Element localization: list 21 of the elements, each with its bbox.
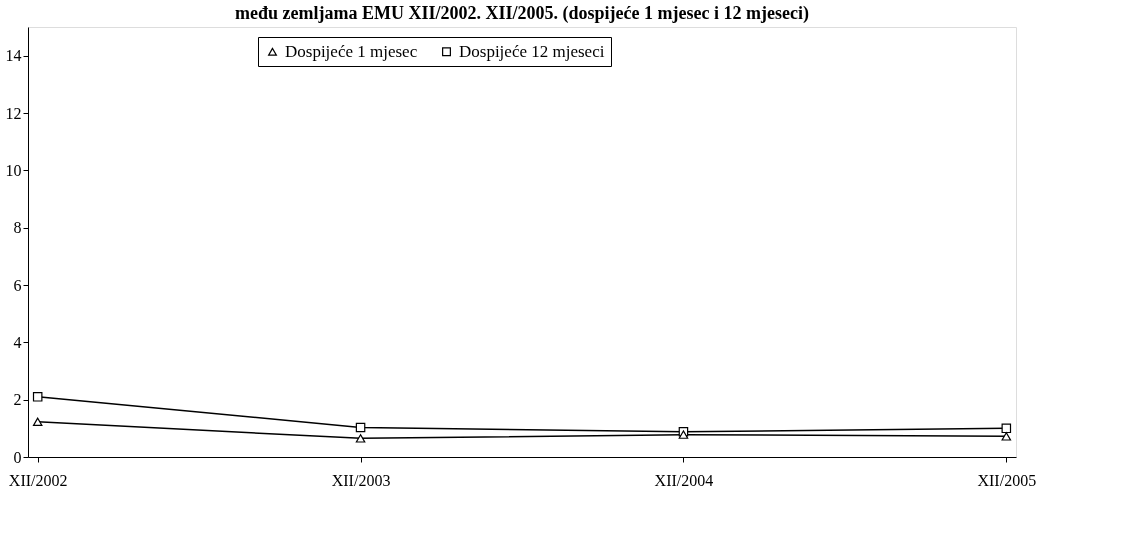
point xyxy=(355,422,366,433)
point xyxy=(1001,423,1012,434)
legend-label: Dospijeće 12 mjeseci xyxy=(459,41,605,61)
point xyxy=(1001,432,1012,441)
y-tick-label: 10 xyxy=(5,161,22,179)
y-tick-label: 0 xyxy=(13,448,22,466)
point xyxy=(32,417,43,426)
point xyxy=(355,434,366,443)
y-tick-label: 12 xyxy=(5,104,22,122)
y-tick-label: 2 xyxy=(13,391,22,409)
x-tick-label: XII/2003 xyxy=(331,471,391,489)
y-tick-label: 4 xyxy=(13,333,22,351)
x-tick-label: XII/2002 xyxy=(8,471,68,489)
legend-label: Dospijeće 1 mjesec xyxy=(285,41,418,61)
y-tick-label: 6 xyxy=(13,276,22,294)
x-tick-label: XII/2005 xyxy=(977,471,1037,489)
y-tick-label: 14 xyxy=(5,47,22,65)
chart-title: među zemljama EMU XII/2002. XII/2005. (dospijeće 1 mjesec i 12 mjeseci) xyxy=(235,3,809,24)
point xyxy=(32,392,43,402)
x-tick-label: XII/2004 xyxy=(654,471,714,489)
y-tick-label: 8 xyxy=(13,219,22,237)
